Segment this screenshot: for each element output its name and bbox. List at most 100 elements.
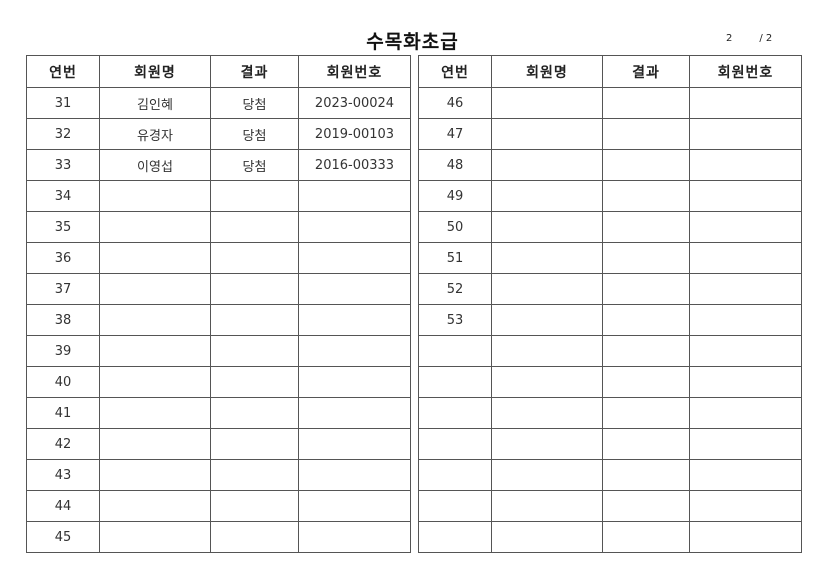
table-row: 41 — [26, 397, 411, 429]
table-row: 50 — [418, 211, 802, 243]
member-id-cell — [689, 273, 802, 305]
table-row: 43 — [26, 459, 411, 491]
result-cell — [602, 273, 690, 305]
member-name-cell — [99, 273, 211, 305]
result-cell — [210, 490, 299, 522]
row-number-cell: 53 — [418, 304, 492, 336]
member-id-cell — [689, 87, 802, 119]
member-id-cell — [689, 180, 802, 212]
member-id-cell — [298, 521, 411, 553]
result-cell — [210, 428, 299, 460]
member-id-cell — [689, 397, 802, 429]
col-header-no: 연번 — [418, 55, 492, 88]
member-id-cell — [689, 428, 802, 460]
member-id-cell — [298, 211, 411, 243]
table-row: 38 — [26, 304, 411, 336]
member-id-cell: 2023-00024 — [298, 87, 411, 119]
table-row — [418, 521, 802, 553]
row-number-cell: 38 — [26, 304, 100, 336]
result-cell — [602, 304, 690, 336]
col-header-result: 결과 — [210, 55, 299, 88]
row-number-cell — [418, 428, 492, 460]
table-row: 51 — [418, 242, 802, 274]
member-name-cell — [491, 521, 603, 553]
table-row: 33 이영섭 당첨 2016-00333 — [26, 149, 411, 181]
member-name-cell — [491, 490, 603, 522]
member-id-cell — [689, 521, 802, 553]
header-row: 연번 회원명 결과 회원번호 — [26, 55, 411, 88]
table-row: 46 — [418, 87, 802, 119]
row-number-cell: 37 — [26, 273, 100, 305]
table-row: 34 — [26, 180, 411, 212]
result-cell — [210, 304, 299, 336]
member-name-cell — [99, 428, 211, 460]
member-id-cell — [689, 242, 802, 274]
member-id-cell: 2019-00103 — [298, 118, 411, 150]
member-id-cell — [689, 149, 802, 181]
row-number-cell: 33 — [26, 149, 100, 181]
member-name-cell — [491, 273, 603, 305]
col-header-no: 연번 — [26, 55, 100, 88]
table-row — [418, 459, 802, 491]
member-name-cell — [491, 335, 603, 367]
row-number-cell: 43 — [26, 459, 100, 491]
row-number-cell: 40 — [26, 366, 100, 398]
result-cell — [602, 211, 690, 243]
row-number-cell: 52 — [418, 273, 492, 305]
table-row: 48 — [418, 149, 802, 181]
member-name-cell — [99, 459, 211, 491]
current-page: 2 — [726, 33, 733, 44]
member-id-cell — [689, 366, 802, 398]
row-number-cell: 34 — [26, 180, 100, 212]
result-cell — [602, 459, 690, 491]
table-row — [418, 335, 802, 367]
member-name-cell — [99, 397, 211, 429]
result-cell — [602, 490, 690, 522]
table-row: 40 — [26, 366, 411, 398]
col-header-name: 회원명 — [491, 55, 603, 88]
member-name-cell — [491, 304, 603, 336]
row-number-cell — [418, 366, 492, 398]
results-table-right: 연번 회원명 결과 회원번호 46 47 48 49 50 51 52 53 — [418, 55, 802, 553]
member-name-cell — [99, 242, 211, 274]
result-cell — [210, 242, 299, 274]
row-number-cell: 31 — [26, 87, 100, 119]
member-id-cell — [298, 273, 411, 305]
result-cell — [210, 335, 299, 367]
result-cell — [602, 397, 690, 429]
row-number-cell: 39 — [26, 335, 100, 367]
row-number-cell: 47 — [418, 118, 492, 150]
table-row: 35 — [26, 211, 411, 243]
member-id-cell — [298, 428, 411, 460]
header-row: 연번 회원명 결과 회원번호 — [418, 55, 802, 88]
table-row: 36 — [26, 242, 411, 274]
row-number-cell — [418, 490, 492, 522]
member-name-cell — [491, 118, 603, 150]
member-id-cell — [298, 180, 411, 212]
table-row — [418, 428, 802, 460]
row-number-cell — [418, 521, 492, 553]
result-cell — [210, 521, 299, 553]
member-id-cell — [298, 366, 411, 398]
row-number-cell: 36 — [26, 242, 100, 274]
result-cell — [602, 366, 690, 398]
member-name-cell — [99, 521, 211, 553]
member-id-cell — [298, 459, 411, 491]
table-row: 49 — [418, 180, 802, 212]
member-name-cell: 김인혜 — [99, 87, 211, 119]
table-row: 53 — [418, 304, 802, 336]
row-number-cell — [418, 397, 492, 429]
result-cell — [210, 180, 299, 212]
result-cell — [602, 335, 690, 367]
total-pages: / 2 — [759, 33, 773, 44]
table-row — [418, 490, 802, 522]
member-id-cell — [298, 335, 411, 367]
member-id-cell — [689, 335, 802, 367]
row-number-cell: 46 — [418, 87, 492, 119]
member-name-cell — [491, 87, 603, 119]
row-number-cell: 35 — [26, 211, 100, 243]
result-cell — [602, 118, 690, 150]
result-cell: 당첨 — [210, 87, 299, 119]
member-id-cell — [689, 490, 802, 522]
member-id-cell — [298, 397, 411, 429]
